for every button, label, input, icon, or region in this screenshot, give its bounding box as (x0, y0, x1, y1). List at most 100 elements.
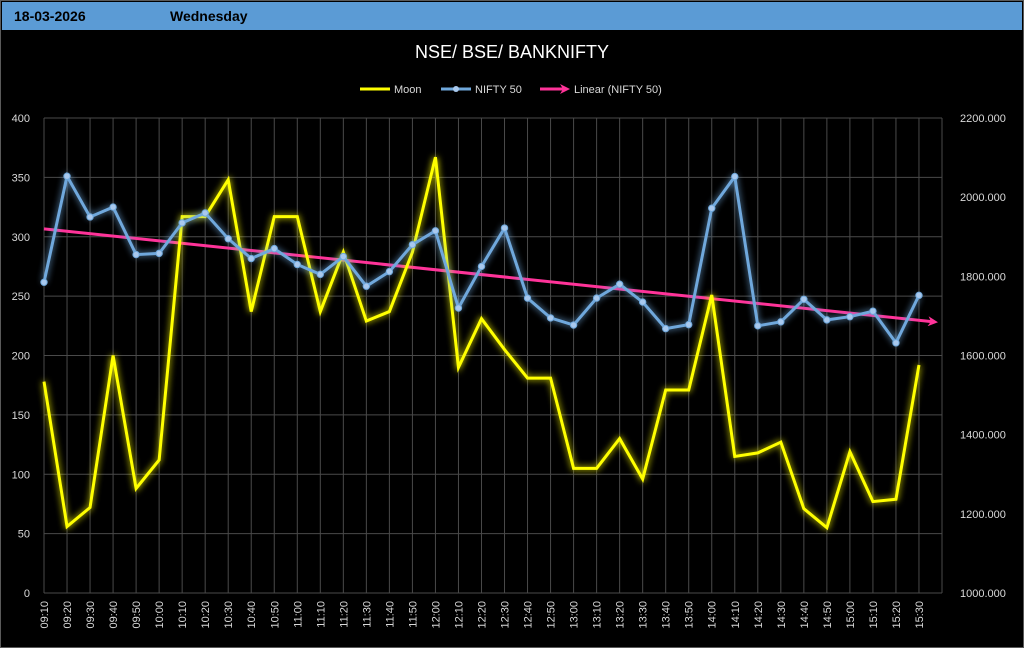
x-tick-label: 13:30 (638, 601, 650, 629)
left-tick-label: 300 (12, 232, 30, 244)
nifty-50-point (293, 260, 301, 269)
nifty-50-point (247, 254, 255, 263)
x-tick-label: 14:40 (799, 601, 811, 629)
x-tick-label: 10:00 (154, 601, 166, 629)
x-tick-label: 09:20 (62, 601, 74, 629)
x-tick-label: 13:00 (569, 601, 581, 629)
left-tick-label: 400 (12, 113, 30, 125)
nifty-50-point (892, 339, 900, 347)
date-label: 18-03-2026 (14, 8, 86, 24)
x-tick-label: 10:10 (177, 601, 189, 629)
x-tick-label: 14:30 (776, 601, 788, 629)
x-tick-label: 13:20 (615, 601, 627, 629)
x-tick-label: 12:10 (453, 601, 465, 629)
x-tick-label: 09:40 (108, 601, 120, 629)
nifty-50-point (431, 227, 440, 235)
left-tick-label: 100 (12, 469, 30, 481)
day-label: Wednesday (170, 8, 248, 24)
chart-legend: Moon NIFTY 50 Linear (NIFTY 50) (360, 84, 662, 96)
nifty-50-point (339, 252, 348, 261)
nifty-50-point (846, 313, 854, 321)
x-tick-label: 15:20 (891, 601, 903, 629)
left-tick-label: 200 (12, 351, 30, 363)
x-axis: 09:10 09:20 09:30 09:40 09:50 10:00 10:10 10:20… (39, 601, 926, 629)
x-tick-label: 12:00 (430, 601, 442, 629)
x-tick-label: 11:20 (338, 601, 350, 628)
left-y-axis: 0 50 100 150 200 250 300 350 400 (12, 113, 30, 600)
x-tick-label: 14:50 (822, 601, 834, 629)
x-tick-label: 10:50 (269, 601, 281, 629)
gridlines (43, 117, 943, 594)
nifty-50-point (155, 249, 163, 258)
left-tick-label: 350 (12, 172, 30, 184)
x-tick-label: 12:30 (500, 601, 512, 629)
x-tick-label: 09:30 (85, 601, 97, 629)
x-tick-label: 15:00 (845, 601, 857, 629)
nifty-50-point (823, 316, 831, 324)
nifty-50-point (592, 294, 601, 302)
right-tick-label: 1800.000 (960, 271, 1006, 283)
right-tick-label: 2200.000 (960, 113, 1006, 125)
legend-label-moon: Moon (394, 84, 422, 96)
nifty-50-point (454, 304, 463, 312)
legend-label-nifty-50: NIFTY 50 (475, 84, 522, 96)
nifty-50-point (800, 295, 808, 303)
x-tick-label: 11:50 (407, 601, 419, 628)
nifty-50-point (569, 321, 578, 329)
nifty-50-point (316, 270, 325, 279)
nifty-50-point (385, 267, 394, 276)
x-tick-label: 14:20 (753, 601, 765, 629)
x-tick-label: 10:20 (200, 601, 212, 629)
x-tick-label: 13:50 (684, 601, 696, 629)
nifty-50-point (477, 262, 486, 271)
left-tick-label: 50 (18, 529, 30, 541)
x-tick-label: 14:00 (707, 601, 719, 629)
nifty-50-point (731, 172, 739, 181)
nifty-50-point (523, 294, 532, 302)
x-tick-label: 12:40 (523, 601, 535, 629)
nifty-50-point (754, 322, 762, 330)
nifty-50-point (270, 244, 278, 253)
nifty-50-point (500, 224, 509, 232)
right-tick-label: 2000.000 (960, 192, 1006, 204)
nifty-50-point (638, 298, 647, 306)
x-tick-label: 14:10 (730, 601, 742, 629)
x-tick-label: 15:30 (914, 601, 926, 629)
nifty-50-point (86, 213, 94, 221)
left-tick-label: 150 (12, 410, 30, 422)
series-line-moon (42, 156, 921, 531)
x-tick-label: 11:30 (361, 601, 373, 628)
x-tick-label: 11:40 (384, 601, 396, 628)
right-tick-label: 1200.000 (960, 509, 1006, 521)
nifty-50-point (615, 280, 624, 288)
left-tick-label: 250 (12, 291, 30, 303)
x-tick-label: 12:20 (476, 601, 488, 629)
x-tick-label: 10:40 (246, 601, 258, 629)
x-tick-label: 11:10 (315, 601, 327, 628)
left-tick-label: 0 (24, 588, 30, 600)
legend-label-trendline: Linear (NIFTY 50) (574, 84, 662, 96)
nifty-50-point (869, 307, 877, 315)
x-tick-label: 15:10 (868, 601, 880, 629)
nifty-50-point (777, 318, 785, 326)
series-layer (40, 156, 938, 531)
chart-title: NSE/ BSE/ BANKNIFTY (415, 42, 609, 62)
nifty-50-point (132, 250, 140, 259)
x-tick-label: 13:40 (661, 601, 673, 629)
legend-marker-nifty-50 (453, 86, 459, 92)
x-tick-label: 11:00 (292, 601, 304, 628)
nifty-50-point (661, 324, 670, 333)
nifty-50-point (40, 278, 48, 286)
nifty-50-point (178, 219, 186, 227)
right-tick-label: 1000.000 (960, 588, 1006, 600)
nifty-50-point (362, 282, 371, 290)
right-tick-label: 1600.000 (960, 351, 1006, 363)
nifty-50-point (708, 204, 716, 212)
nifty-50-point (408, 240, 417, 249)
nifty-50-point (546, 314, 555, 322)
nifty-50-point (201, 209, 209, 217)
right-y-axis: 1000.000 1200.000 1400.000 1600.000 1800.000… (960, 113, 1006, 600)
x-tick-label: 10:30 (223, 601, 235, 629)
nifty-50-point (685, 320, 693, 329)
